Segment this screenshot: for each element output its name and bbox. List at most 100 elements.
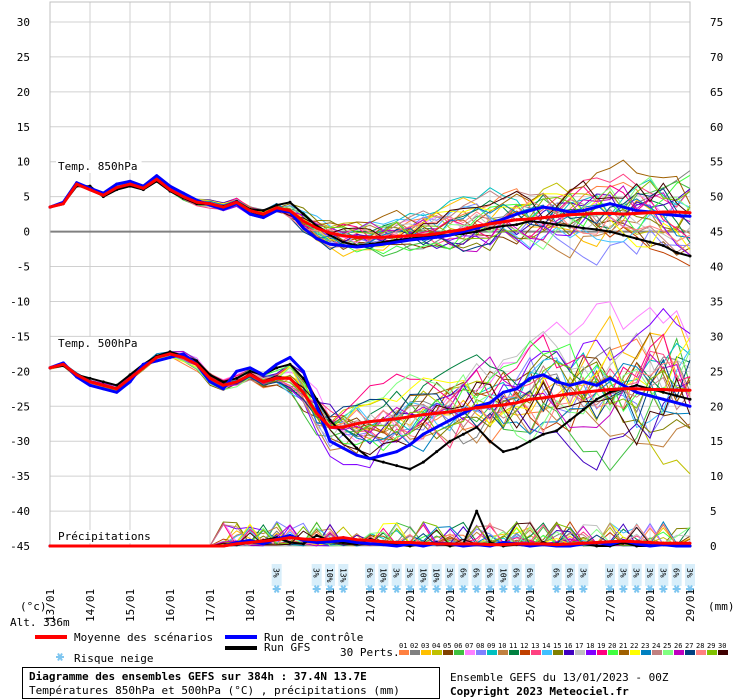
series-2-t500-point (235, 376, 239, 380)
x-date-label: 21/01 (364, 589, 377, 622)
right-tick-label: 0 (710, 540, 717, 553)
snowflake-core (448, 587, 452, 591)
series-0-t850-point (595, 211, 599, 215)
snow-risk-label: 10% (418, 568, 427, 583)
series-2-t850-point (541, 221, 545, 225)
right-tick-label: 55 (710, 156, 723, 169)
series-0-precip-point (195, 544, 199, 548)
series-2-t500-point (555, 429, 559, 433)
series-1-t850-point (541, 205, 545, 209)
pert-number-label: 05 (443, 642, 451, 650)
series-0-t850-point (168, 188, 172, 192)
series-0-precip-point (448, 542, 452, 546)
snow-risk-bar (671, 564, 682, 586)
snowflake-icon (632, 585, 641, 593)
series-0-precip-point (461, 542, 465, 546)
snow-risk-label: 3% (405, 568, 414, 578)
series-2-precip-point (288, 541, 292, 545)
series-2-t500-point (581, 408, 585, 412)
left-tick-label: 30 (17, 16, 30, 29)
series-1-t850-point (608, 202, 612, 206)
series-2-t500-point (248, 369, 252, 373)
x-date-label: 13/01 (44, 589, 57, 622)
snow-risk-bar (458, 564, 469, 586)
series-0-precip-point (301, 537, 305, 541)
pert-number-label: 10 (498, 642, 506, 650)
series-2-t500-point (301, 376, 305, 380)
series-1-t500-point (608, 376, 612, 380)
snowflake-core (608, 587, 612, 591)
snow-risk-label: 3% (605, 568, 614, 578)
snowflake-core (688, 587, 692, 591)
series-0-t850-point (115, 186, 119, 190)
series-0-t500-point (595, 389, 599, 393)
snowflake-core (395, 587, 399, 591)
series-0-t850-point (328, 231, 332, 235)
main-series-lines (48, 174, 692, 548)
series-2-t500-point (315, 397, 319, 401)
pert-number-label: 02 (410, 642, 418, 650)
snow-risk-bar (658, 564, 669, 586)
series-2-precip-point (315, 534, 319, 538)
snow-risk-bar (418, 564, 429, 586)
pert-number-label: 25 (663, 642, 671, 650)
series-1-t850-point (115, 182, 119, 186)
x-date-label: 20/01 (324, 589, 337, 622)
series-2-t500-point (501, 450, 505, 454)
series-1-t500-point (208, 380, 212, 384)
series-2-t500-point (288, 362, 292, 366)
series-0-t850-point (75, 182, 79, 186)
series-1-t850-point (421, 237, 425, 241)
series-1-t500-point (221, 387, 225, 391)
series-0-t850-point (261, 212, 265, 216)
right-tick-label: 50 (710, 191, 723, 204)
series-1-t500-point (328, 439, 332, 443)
snowflake-icon (326, 585, 334, 593)
pert-color-swatch (696, 650, 706, 655)
right-tick-label: 10 (710, 470, 723, 483)
series-0-precip-point (221, 544, 225, 548)
snow-risk-label: 3% (658, 568, 667, 578)
snow-risk-label: 6% (485, 568, 494, 578)
series-2-t850-point (595, 228, 599, 232)
series-1-t500-point (168, 355, 172, 359)
snow-risk-bar (511, 564, 522, 586)
series-1-precip-point (355, 541, 359, 545)
snow-risk-label: 3% (272, 568, 281, 578)
series-1-t500-point (248, 366, 252, 370)
series-1-t500-point (448, 418, 452, 422)
series-1-t850-point (675, 214, 679, 218)
series-2-t500-point (688, 397, 692, 401)
series-2-t850-point (688, 254, 692, 258)
snowflake-core (475, 587, 479, 591)
series-0-t500-point (141, 366, 145, 370)
series-2-t850-point (301, 212, 305, 216)
pert-color-swatch (652, 650, 662, 655)
series-1-t850-point (355, 245, 359, 249)
pert-number-label: 30 (718, 642, 726, 650)
pert-color-swatch (597, 650, 607, 655)
snow-risk-label: 6% (565, 568, 574, 578)
series-0-t850-point (435, 232, 439, 236)
snowflake-icon (606, 585, 614, 593)
series-0-t850-point (515, 218, 519, 222)
series-1-t850-point (221, 207, 225, 211)
series-0-t500-point (475, 406, 479, 410)
series-0-t850-point (608, 211, 612, 215)
snow-risk-label: 10% (498, 568, 507, 583)
series-1-t850-point (408, 238, 412, 242)
series-2-t850-point (675, 251, 679, 255)
series-1-t500-point (261, 373, 265, 377)
series-1-t500-point (435, 425, 439, 429)
panel-label-t850-bg (56, 160, 142, 173)
series-0-precip-point (621, 539, 625, 543)
pert-color-swatch (531, 650, 541, 655)
pert-color-swatch (608, 650, 618, 655)
series-0-precip-point (208, 544, 212, 548)
series-2-t500-point (448, 439, 452, 443)
right-tick-label: 15 (710, 435, 723, 448)
snowflake-core (275, 587, 279, 591)
pert-number-label: 01 (399, 642, 407, 650)
panel-label-precip: Précipitations (58, 530, 151, 543)
